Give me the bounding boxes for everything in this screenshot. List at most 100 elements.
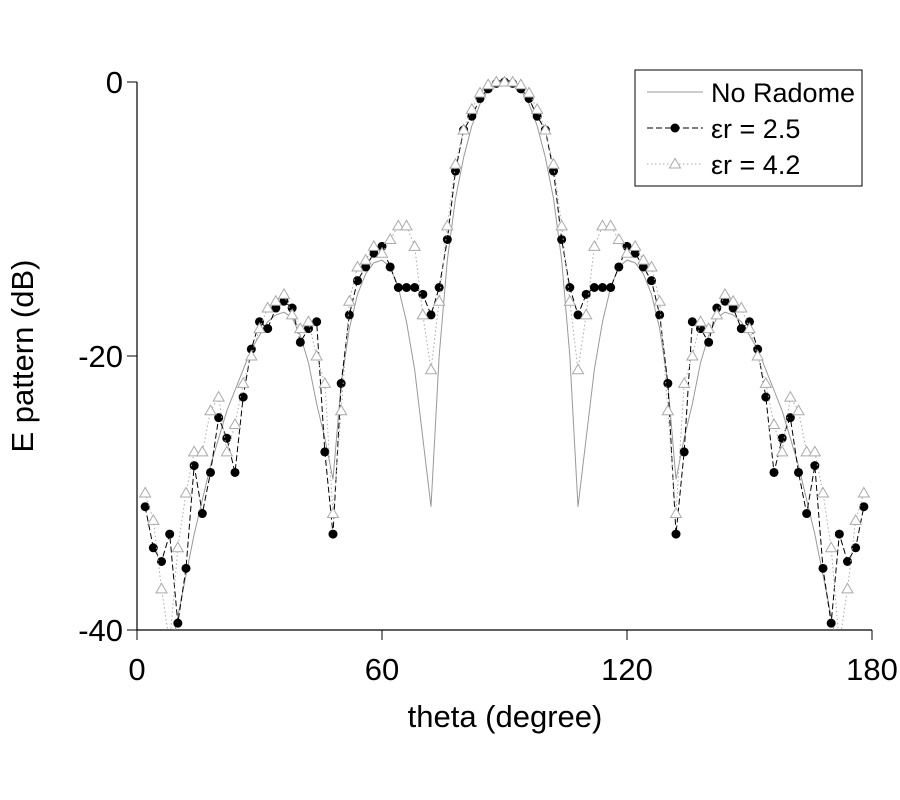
marker [718, 287, 732, 299]
marker [367, 239, 381, 251]
marker [393, 283, 403, 292]
marker [769, 467, 779, 477]
marker [465, 102, 479, 114]
marker [581, 289, 591, 299]
marker [671, 529, 681, 539]
marker [140, 502, 150, 512]
marker [383, 233, 397, 245]
marker [622, 241, 632, 251]
marker [293, 322, 307, 334]
marker [818, 563, 828, 573]
marker [606, 283, 616, 292]
marker [563, 294, 577, 306]
marker [824, 541, 838, 553]
marker [328, 529, 338, 539]
plot-area [138, 75, 871, 648]
marker [614, 262, 624, 272]
marker [555, 219, 569, 231]
marker [230, 467, 240, 477]
marker [418, 289, 428, 299]
marker [792, 404, 805, 416]
marker [155, 582, 168, 594]
marker [743, 322, 756, 334]
marker [565, 283, 575, 292]
marker [269, 294, 283, 306]
y-tick-label: 0 [106, 65, 123, 100]
marker [598, 283, 607, 292]
marker [571, 363, 585, 375]
marker [663, 378, 673, 388]
y-tick-label: -40 [78, 613, 123, 648]
marker [351, 260, 364, 272]
marker [473, 86, 487, 98]
marker [547, 157, 560, 169]
x-tick-label: 120 [601, 652, 653, 687]
marker [432, 294, 446, 306]
marker [195, 445, 209, 457]
marker [677, 376, 691, 388]
marker [457, 123, 471, 135]
marker [320, 447, 330, 457]
marker [851, 543, 861, 553]
marker [312, 317, 322, 327]
marker [636, 253, 650, 265]
marker [573, 310, 583, 320]
marker [794, 467, 803, 477]
y-axis-label: E pattern (dB) [5, 260, 40, 453]
marker [353, 276, 362, 286]
x-axis-label: theta (degree) [408, 699, 603, 734]
marker [334, 404, 348, 416]
marker [197, 509, 207, 519]
legend-label: εr = 4.2 [711, 150, 800, 180]
marker [655, 310, 665, 320]
marker [449, 157, 462, 169]
marker [736, 324, 746, 334]
marker [361, 262, 371, 272]
marker [710, 308, 724, 320]
marker [816, 486, 830, 498]
marker [753, 344, 763, 354]
marker [187, 445, 201, 457]
marker [424, 363, 438, 375]
marker [538, 123, 552, 135]
marker [295, 337, 305, 347]
marker [514, 78, 528, 90]
marker [612, 233, 626, 245]
marker [426, 310, 436, 320]
marker [220, 445, 234, 457]
marker [751, 349, 765, 361]
marker [530, 102, 544, 114]
marker [148, 543, 158, 553]
marker [638, 262, 648, 272]
marker [165, 529, 175, 539]
marker [181, 563, 191, 573]
marker [310, 349, 324, 361]
x-tick-label: 60 [365, 652, 399, 687]
marker [734, 301, 748, 313]
marker [236, 376, 250, 388]
marker [214, 413, 224, 423]
marker [157, 557, 166, 566]
marker [498, 75, 511, 87]
marker [685, 349, 699, 361]
marker [204, 404, 217, 416]
marker [549, 166, 558, 176]
marker [146, 513, 160, 525]
marker [164, 638, 175, 648]
marker [802, 509, 812, 519]
marker [400, 219, 413, 231]
marker [359, 253, 373, 265]
marker [783, 390, 797, 402]
marker [669, 507, 683, 519]
marker [834, 638, 845, 648]
marker [326, 507, 340, 519]
marker [342, 294, 356, 306]
marker [369, 248, 379, 258]
marker [375, 246, 389, 258]
marker [344, 310, 354, 320]
marker [834, 529, 844, 539]
marker [206, 467, 215, 477]
marker [391, 219, 405, 231]
legend: No Radome εr = 2.5 εr = 4.2 [634, 69, 863, 187]
